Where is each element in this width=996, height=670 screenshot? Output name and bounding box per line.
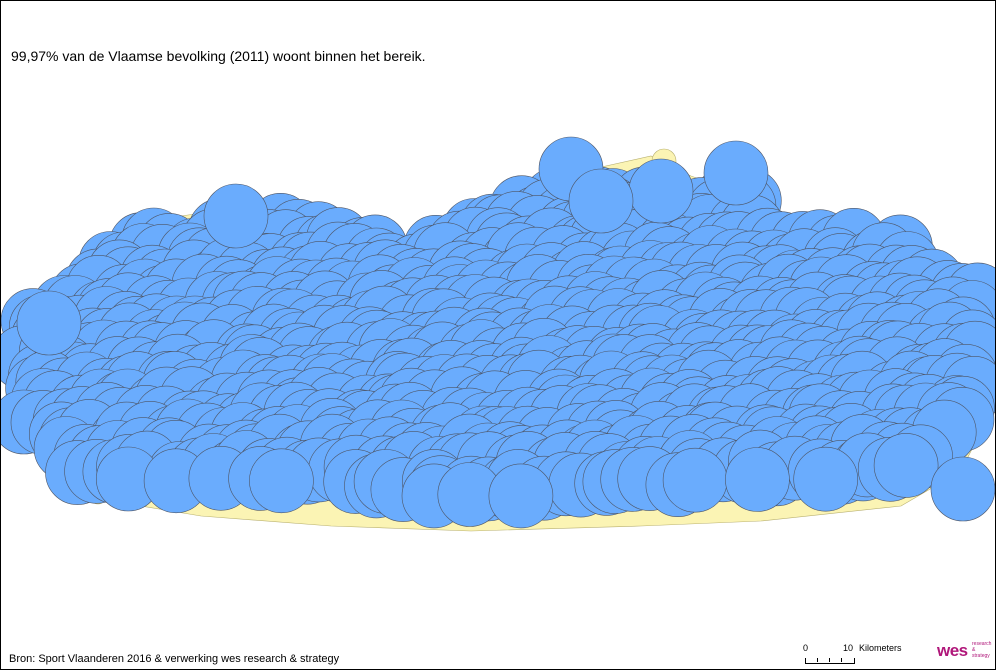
- map-title: 99,97% van de Vlaamse bevolking (2011) w…: [11, 48, 426, 64]
- coverage-circle: [628, 158, 694, 224]
- scale-bar-line: [805, 658, 855, 664]
- scale-tick: [829, 658, 830, 662]
- source-note: Bron: Sport Vlaanderen 2016 & verwerking…: [9, 653, 340, 665]
- coverage-circle: [725, 447, 790, 512]
- coverage-circle: [249, 448, 314, 514]
- coverage-circle: [873, 433, 939, 498]
- scale-start-label: 0: [803, 643, 809, 653]
- logo-mark: wes research & strategy: [937, 641, 995, 667]
- scale-bar: 0 10 Kilometers: [801, 643, 921, 669]
- scale-tick: [817, 658, 818, 662]
- coverage-circles: [1, 136, 995, 529]
- logo-sub-line: &: [972, 647, 976, 653]
- logo-sub-line: research: [972, 641, 992, 647]
- coverage-circle: [930, 456, 995, 522]
- coverage-circle: [703, 140, 769, 206]
- scale-unit-label: Kilometers: [859, 643, 902, 653]
- logo-subtext: research & strategy: [972, 641, 994, 659]
- coverage-circle: [203, 183, 269, 249]
- coverage-circle: [568, 168, 634, 234]
- scale-tick: [841, 658, 842, 662]
- logo-text: wes: [937, 641, 968, 660]
- logo-sub-line: strategy: [972, 653, 990, 659]
- scale-end-label: 10: [843, 643, 854, 653]
- coverage-circle: [488, 463, 554, 529]
- coverage-circle: [16, 290, 82, 356]
- coverage-circle: [662, 447, 728, 513]
- coverage-circle: [793, 446, 859, 512]
